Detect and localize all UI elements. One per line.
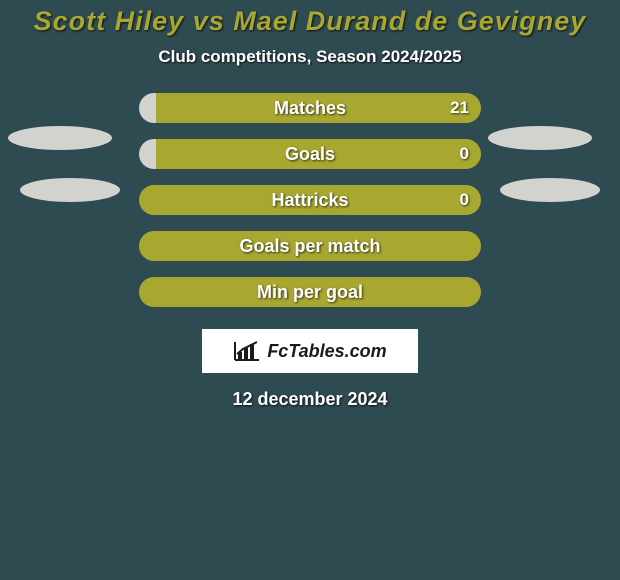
decorative-ellipse [8,126,112,150]
stat-bar: Min per goal [139,277,481,307]
bar-label: Goals per match [239,236,380,257]
bar-fill-left [139,93,156,123]
subtitle: Club competitions, Season 2024/2025 [0,47,620,67]
bar-value-right: 0 [460,190,469,210]
stat-bar: Matches 21 [139,93,481,123]
bar-label: Hattricks [271,190,348,211]
bar-label: Matches [274,98,346,119]
logo-text: FcTables.com [267,341,386,362]
comparison-infographic: Scott Hiley vs Mael Durand de Gevigney C… [0,0,620,580]
bar-label: Goals [285,144,335,165]
decorative-ellipse [20,178,120,202]
page-title: Scott Hiley vs Mael Durand de Gevigney [0,0,620,37]
stat-bar: Hattricks 0 [139,185,481,215]
decorative-ellipse [488,126,592,150]
bar-fill-left [139,139,156,169]
bar-value-right: 0 [460,144,469,164]
stat-bar: Goals 0 [139,139,481,169]
bar-value-right: 21 [450,98,469,118]
generation-date: 12 december 2024 [0,389,620,410]
stat-bar: Goals per match [139,231,481,261]
logo-box: FcTables.com [202,329,418,373]
bar-chart-icon [233,340,261,362]
bar-label: Min per goal [257,282,363,303]
decorative-ellipse [500,178,600,202]
